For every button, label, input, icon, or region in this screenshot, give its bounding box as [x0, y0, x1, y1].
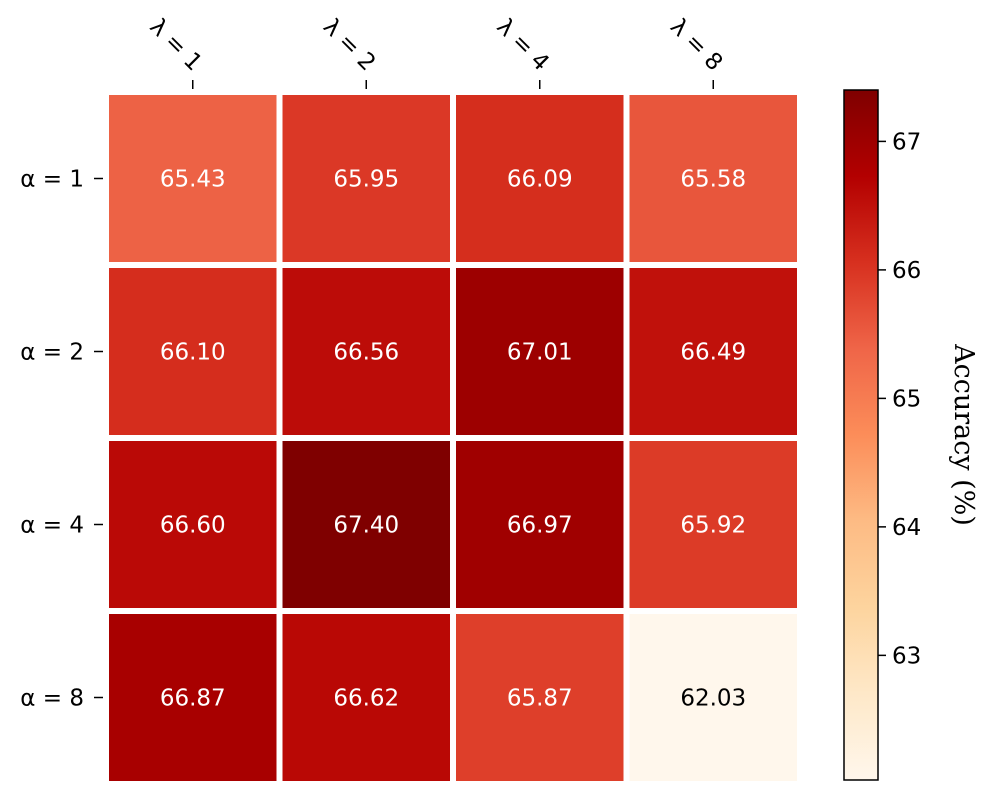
heatmap-cell [629, 268, 797, 435]
colorbar-ticks: 63 64 65 66 67 [878, 129, 921, 669]
colorbar-title: Accuracy (%) [948, 343, 979, 526]
cell-value-label: 66.97 [507, 513, 573, 539]
cell-value-label: 65.58 [680, 167, 746, 193]
cell-value-label: 67.40 [333, 513, 399, 539]
heatmap-cell [456, 441, 624, 608]
x-tick-label: λ = 2 [318, 14, 380, 76]
heatmap-cell [629, 95, 797, 262]
cell-value-label: 65.95 [333, 167, 399, 193]
heatmap-cell [109, 95, 277, 262]
colorbar-tick-label: 66 [892, 258, 921, 284]
heatmap-cell [109, 614, 277, 781]
x-axis: λ = 1 λ = 2 λ = 4 λ = 8 [145, 14, 727, 89]
heatmap-cell [456, 268, 624, 435]
heatmap-cell [109, 268, 277, 435]
y-tick-label: α = 8 [20, 686, 84, 712]
x-tick-label: λ = 1 [145, 14, 207, 76]
cell-value-label: 65.87 [507, 686, 573, 712]
heatmap-cell [282, 268, 450, 435]
heatmap-cell [629, 614, 797, 781]
heatmap-cell [456, 614, 624, 781]
x-tick-label: λ = 4 [492, 14, 554, 76]
heatmap-cell [456, 95, 624, 262]
y-tick-label: α = 2 [20, 340, 84, 366]
cell-value-label: 65.92 [680, 513, 746, 539]
heatmap-cell [629, 441, 797, 608]
heatmap-cell [282, 441, 450, 608]
cell-value-label: 66.49 [680, 340, 746, 366]
cell-value-label: 66.87 [160, 686, 226, 712]
cell-value-label: 66.62 [333, 686, 399, 712]
cell-value-label: 67.01 [507, 340, 573, 366]
y-tick-label: α = 1 [20, 167, 84, 193]
cell-value-label: 65.43 [160, 167, 226, 193]
colorbar-tick-label: 65 [892, 386, 921, 412]
y-axis: α = 1 α = 2 α = 4 α = 8 [20, 167, 103, 712]
colorbar-gradient [843, 89, 879, 781]
cell-value-label: 62.03 [680, 686, 746, 712]
colorbar: 63 64 65 66 67 Accuracy (%) [843, 89, 979, 781]
heatmap-cells: 65.43 65.95 66.09 65.58 66.10 66.56 67.01 66.49… [109, 95, 797, 781]
x-tick-label: λ = 8 [665, 14, 727, 76]
heatmap-cell [109, 441, 277, 608]
cell-value-label: 66.60 [160, 513, 226, 539]
colorbar-tick-label: 67 [892, 129, 921, 155]
y-tick-label: α = 4 [20, 513, 84, 539]
colorbar-tick-label: 63 [892, 643, 921, 669]
cell-value-label: 66.56 [333, 340, 399, 366]
cell-value-label: 66.09 [507, 167, 573, 193]
heatmap-cell [282, 614, 450, 781]
heatmap-cell [282, 95, 450, 262]
colorbar-tick-label: 64 [892, 515, 921, 541]
cell-value-label: 66.10 [160, 340, 226, 366]
